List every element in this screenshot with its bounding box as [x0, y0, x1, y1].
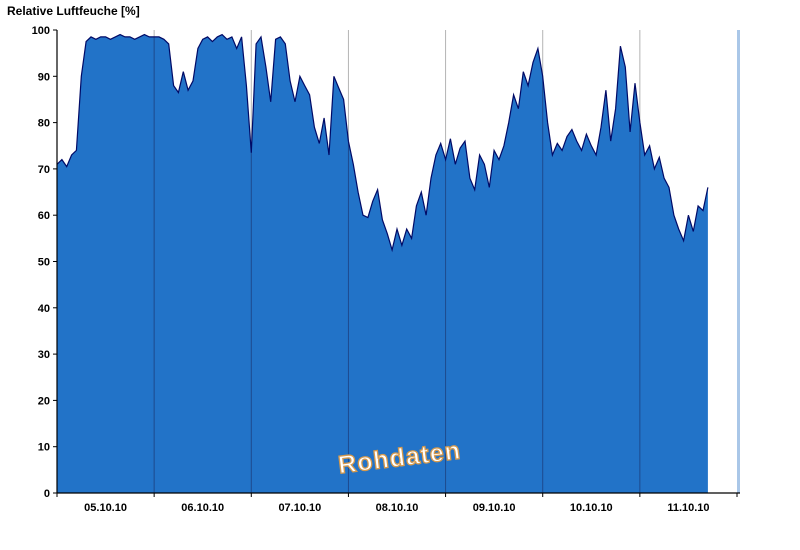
svg-text:07.10.10: 07.10.10	[278, 502, 321, 514]
svg-text:50: 50	[38, 257, 50, 269]
svg-text:11.10.10: 11.10.10	[667, 502, 709, 514]
svg-text:10: 10	[38, 442, 50, 454]
svg-text:90: 90	[38, 71, 50, 83]
svg-text:10.10.10: 10.10.10	[570, 502, 613, 514]
svg-text:06.10.10: 06.10.10	[181, 502, 224, 514]
svg-text:100: 100	[32, 25, 50, 37]
svg-text:0: 0	[44, 488, 50, 500]
chart-title: Relative Luftfeuche [%]	[7, 4, 140, 18]
svg-text:40: 40	[38, 303, 50, 315]
svg-text:30: 30	[38, 349, 50, 361]
svg-text:70: 70	[38, 164, 50, 176]
svg-text:05.10.10: 05.10.10	[84, 502, 127, 514]
svg-text:09.10.10: 09.10.10	[473, 502, 516, 514]
svg-text:80: 80	[38, 118, 50, 130]
svg-text:60: 60	[38, 210, 50, 222]
svg-text:08.10.10: 08.10.10	[376, 502, 419, 514]
svg-text:20: 20	[38, 395, 50, 407]
